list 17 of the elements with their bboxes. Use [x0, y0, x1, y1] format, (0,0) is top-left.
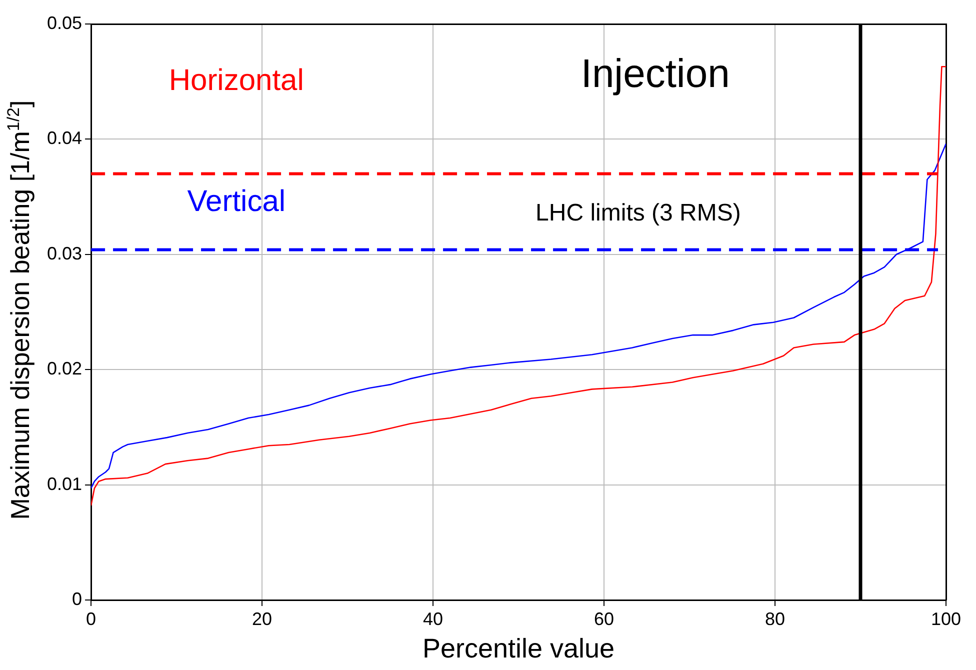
x-tick-label: 0	[86, 608, 96, 629]
y-tick-label: 0	[72, 588, 82, 609]
y-tick-label: 0.04	[46, 128, 82, 148]
y-tick-label: 0.05	[46, 12, 82, 33]
y-tick-label: 0.03	[46, 243, 82, 264]
y-tick-label: 0.01	[46, 474, 82, 494]
x-tick-label: 80	[764, 608, 786, 629]
x-tick-label: 100	[930, 608, 962, 629]
annotation: LHC limits (3 RMS)	[536, 200, 741, 227]
y-tick-label: 0.02	[46, 358, 82, 379]
annotation: Injection	[580, 52, 730, 96]
x-tick-label: 60	[594, 608, 614, 629]
x-tick-label: 20	[252, 608, 272, 629]
x-axis-title: Percentile value	[422, 633, 615, 664]
text: Vertical	[187, 184, 286, 218]
text: Horizontal	[168, 64, 304, 97]
x-tick-label: 40	[423, 608, 444, 629]
